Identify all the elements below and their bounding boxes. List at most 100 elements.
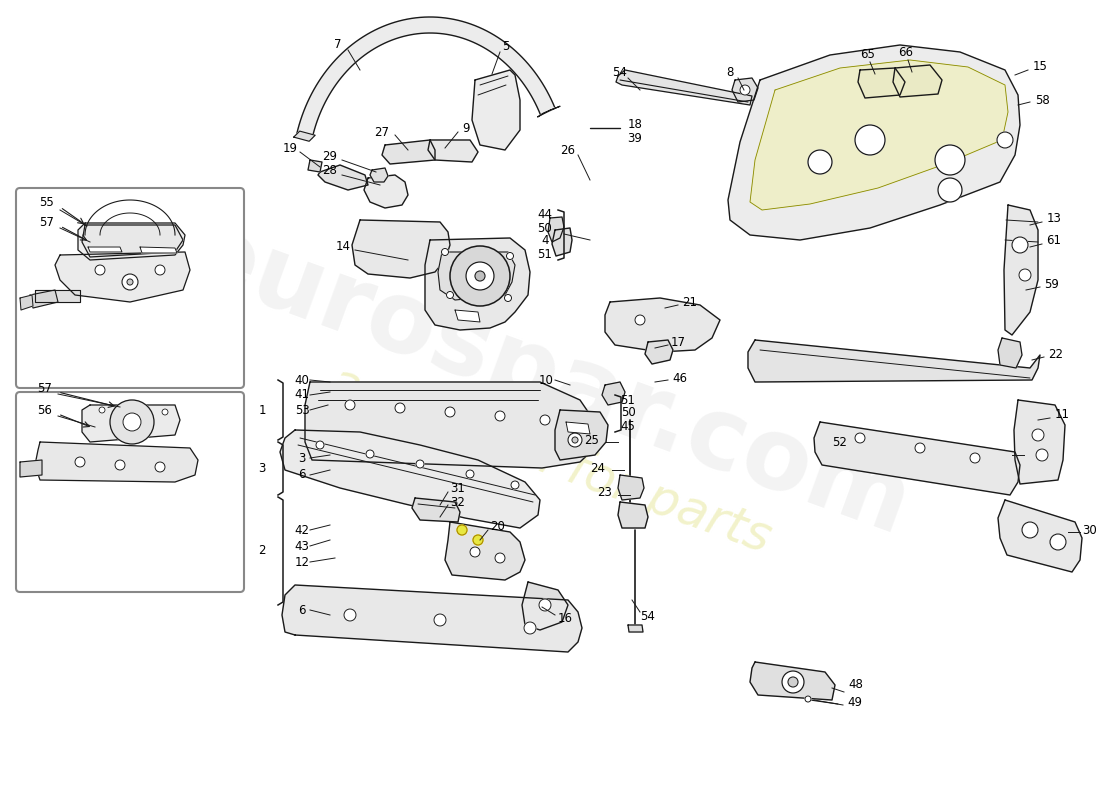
Text: 51: 51 xyxy=(538,249,552,262)
Polygon shape xyxy=(88,247,122,252)
Polygon shape xyxy=(998,338,1022,368)
Polygon shape xyxy=(750,662,835,700)
Circle shape xyxy=(938,178,962,202)
Polygon shape xyxy=(438,252,515,300)
Circle shape xyxy=(495,553,505,563)
Polygon shape xyxy=(35,290,80,302)
Text: 45: 45 xyxy=(620,419,636,433)
FancyBboxPatch shape xyxy=(16,392,244,592)
Circle shape xyxy=(540,415,550,425)
Polygon shape xyxy=(446,522,525,580)
Text: 32: 32 xyxy=(451,495,465,509)
Polygon shape xyxy=(552,228,572,256)
Text: 56: 56 xyxy=(37,403,53,417)
Polygon shape xyxy=(556,410,608,460)
Circle shape xyxy=(1022,522,1038,538)
Circle shape xyxy=(316,441,324,449)
Polygon shape xyxy=(280,430,540,528)
Text: 23: 23 xyxy=(597,486,613,498)
Text: 27: 27 xyxy=(374,126,389,138)
Text: 55: 55 xyxy=(40,195,54,209)
Text: 54: 54 xyxy=(640,610,656,622)
Circle shape xyxy=(805,696,811,702)
Text: 52: 52 xyxy=(833,435,847,449)
Text: 26: 26 xyxy=(561,143,575,157)
Circle shape xyxy=(75,457,85,467)
Polygon shape xyxy=(305,382,598,468)
Circle shape xyxy=(539,599,551,611)
Circle shape xyxy=(162,409,168,415)
Circle shape xyxy=(466,262,494,290)
Text: 8: 8 xyxy=(726,66,734,78)
Circle shape xyxy=(1012,237,1028,253)
Polygon shape xyxy=(566,422,590,434)
Circle shape xyxy=(456,525,468,535)
Text: 15: 15 xyxy=(1033,61,1047,74)
Polygon shape xyxy=(428,140,478,162)
Polygon shape xyxy=(20,295,33,310)
Text: 59: 59 xyxy=(1045,278,1059,290)
Circle shape xyxy=(123,413,141,431)
Circle shape xyxy=(506,253,514,259)
Text: 25: 25 xyxy=(584,434,600,446)
Polygon shape xyxy=(382,140,435,164)
Circle shape xyxy=(126,279,133,285)
Text: 20: 20 xyxy=(491,519,505,533)
Polygon shape xyxy=(618,475,644,500)
Circle shape xyxy=(855,125,886,155)
Circle shape xyxy=(366,450,374,458)
Circle shape xyxy=(446,407,455,417)
Circle shape xyxy=(470,547,480,557)
Circle shape xyxy=(155,462,165,472)
Circle shape xyxy=(450,246,510,306)
Polygon shape xyxy=(318,165,368,190)
Polygon shape xyxy=(998,500,1082,572)
Text: 17: 17 xyxy=(671,335,685,349)
Polygon shape xyxy=(893,65,942,97)
Text: 43: 43 xyxy=(295,539,309,553)
Circle shape xyxy=(635,315,645,325)
Polygon shape xyxy=(425,238,530,330)
Circle shape xyxy=(95,265,104,275)
Circle shape xyxy=(505,294,512,302)
Text: 14: 14 xyxy=(336,239,351,253)
Text: 29: 29 xyxy=(322,150,338,162)
Circle shape xyxy=(155,265,165,275)
Circle shape xyxy=(788,677,798,687)
Circle shape xyxy=(395,403,405,413)
Circle shape xyxy=(935,145,965,175)
Text: 61: 61 xyxy=(1046,234,1062,247)
Circle shape xyxy=(441,249,449,255)
Text: 41: 41 xyxy=(295,389,309,402)
Text: 39: 39 xyxy=(628,131,642,145)
Text: 3: 3 xyxy=(258,462,266,475)
Polygon shape xyxy=(370,168,388,182)
Polygon shape xyxy=(732,78,758,102)
Circle shape xyxy=(808,150,832,174)
Circle shape xyxy=(568,433,582,447)
Polygon shape xyxy=(728,45,1020,240)
Polygon shape xyxy=(858,68,905,98)
Circle shape xyxy=(512,481,519,489)
Text: 13: 13 xyxy=(1046,213,1062,226)
Polygon shape xyxy=(750,60,1008,210)
Text: 12: 12 xyxy=(295,555,309,569)
Polygon shape xyxy=(35,442,198,482)
Text: 58: 58 xyxy=(1035,94,1049,106)
Text: 51: 51 xyxy=(620,394,636,406)
Circle shape xyxy=(1032,429,1044,441)
Text: 6: 6 xyxy=(298,469,306,482)
Polygon shape xyxy=(616,70,752,105)
Circle shape xyxy=(495,411,505,421)
Circle shape xyxy=(970,453,980,463)
Polygon shape xyxy=(605,298,720,352)
Polygon shape xyxy=(352,220,450,278)
Circle shape xyxy=(524,622,536,634)
Circle shape xyxy=(345,400,355,410)
Text: 11: 11 xyxy=(1055,409,1069,422)
Text: 7: 7 xyxy=(334,38,342,51)
Polygon shape xyxy=(412,498,460,522)
Circle shape xyxy=(447,291,453,298)
Polygon shape xyxy=(82,405,180,442)
Polygon shape xyxy=(814,422,1020,495)
